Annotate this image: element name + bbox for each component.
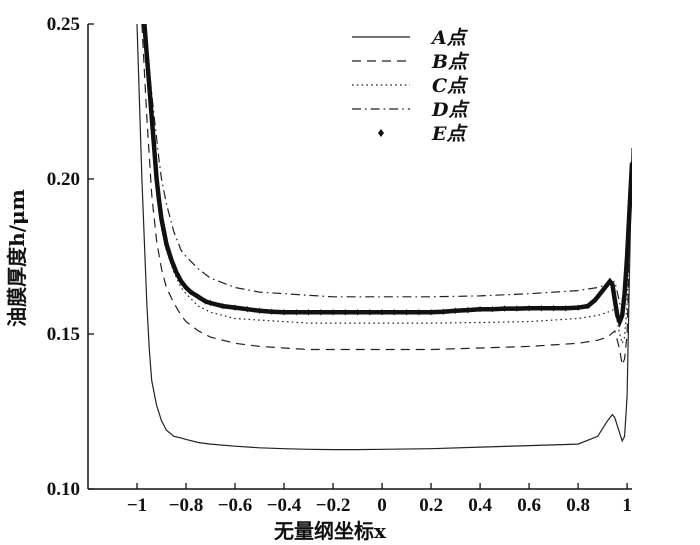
- series-e-point: [441, 308, 446, 315]
- series-e-point: [208, 299, 213, 307]
- series-e-point: [281, 309, 287, 316]
- series-e-line: [142, 24, 632, 328]
- series-e-point: [169, 256, 174, 263]
- series-e-point: [624, 253, 630, 260]
- series-e-point: [619, 312, 625, 319]
- series-e-point: [416, 309, 422, 316]
- y-tick-label: 0.10: [47, 479, 80, 500]
- x-tick-label: 0.2: [419, 495, 443, 516]
- series-e-point: [627, 206, 632, 214]
- x-tick-label: 0.6: [517, 495, 541, 516]
- series-e-point: [575, 304, 581, 311]
- series-e-point: [605, 281, 610, 288]
- series-e-point: [144, 51, 150, 59]
- series-e-point: [563, 305, 569, 312]
- series-e-point: [203, 298, 208, 305]
- y-axis-title: 油膜厚度h/μm: [5, 189, 29, 327]
- x-tick-label: −0.6: [218, 495, 253, 516]
- series-e-point: [196, 293, 201, 300]
- series-e-point: [178, 278, 184, 285]
- series-e-point: [149, 113, 154, 121]
- series-e-point: [465, 306, 471, 314]
- series-e-point: [392, 309, 397, 316]
- series-e-point: [502, 305, 507, 312]
- legend-label: A点: [430, 27, 469, 49]
- series-e-point: [161, 228, 167, 235]
- series-d-line: [143, 24, 632, 315]
- series-e-point: [330, 309, 336, 316]
- x-tick-label: −0.2: [316, 495, 351, 516]
- series-a-line: [136, 24, 632, 451]
- y-tick-label: 0.20: [47, 169, 80, 190]
- series-e-point: [318, 309, 323, 316]
- series-e-point: [629, 160, 632, 167]
- series-e-point: [600, 287, 605, 294]
- x-tick-label: 0: [377, 495, 387, 516]
- legend-label: D点: [431, 99, 470, 121]
- series-e-point: [490, 306, 495, 313]
- series-c-line: [143, 24, 632, 346]
- series-e-point: [607, 278, 613, 285]
- series-e-point: [174, 268, 179, 276]
- series-e-point: [379, 309, 385, 316]
- y-tick-label: 0.25: [47, 14, 80, 35]
- legend-marker-e: [378, 129, 384, 137]
- series-e-point: [551, 305, 556, 312]
- series-e-point: [220, 302, 225, 310]
- series-e-point: [183, 284, 189, 291]
- series-e-point: [615, 312, 620, 319]
- series-e-point: [514, 305, 520, 312]
- series-e-point: [164, 240, 169, 248]
- series-e-point: [593, 296, 598, 304]
- x-tick-label: −1: [127, 495, 147, 516]
- series-layer: [136, 24, 632, 451]
- series-e-point: [617, 318, 622, 325]
- x-tick-label: 0.4: [468, 495, 492, 516]
- series-e-point: [477, 306, 483, 313]
- x-tick-label: 0.8: [566, 495, 590, 516]
- x-tick-label: −0.4: [267, 495, 302, 516]
- x-tick-label: −0.8: [169, 495, 204, 516]
- series-e-point: [343, 309, 348, 316]
- series-e-point: [156, 197, 162, 204]
- series-e-point: [355, 309, 360, 316]
- series-e-point: [539, 305, 544, 312]
- legend-label: C点: [432, 75, 469, 97]
- x-axis-title: 无量纲坐标x: [274, 519, 387, 543]
- series-e-point: [257, 307, 262, 314]
- series-e-point: [306, 309, 311, 316]
- series-e-point: [612, 296, 618, 304]
- series-e-point: [453, 307, 458, 314]
- series-e-point: [367, 309, 373, 316]
- series-e-point: [245, 306, 250, 313]
- series-e-point: [622, 290, 627, 297]
- series-e-point: [404, 309, 409, 316]
- legend-label: E点: [431, 123, 468, 145]
- y-tick-label: 0.15: [47, 324, 80, 345]
- series-e-point: [159, 216, 164, 223]
- series-e-point: [142, 24, 147, 28]
- series-e-point: [428, 309, 434, 316]
- series-e-point: [610, 281, 615, 288]
- series-e-point: [188, 288, 194, 296]
- series-e-point: [269, 308, 274, 315]
- series-e-point: [154, 175, 159, 183]
- series-e-point: [585, 302, 591, 310]
- series-e-point: [526, 305, 532, 312]
- axes-layer: 0.10 0.15 0.20 0.25 −1 −0.8 −0.6 −0.4 −0.2 0 0.2 0.…: [47, 14, 632, 516]
- series-e-point: [232, 304, 238, 311]
- series-e-point: [294, 309, 299, 316]
- x-tick-label: 1: [622, 495, 632, 516]
- series-e-point: [151, 144, 157, 152]
- legend-label: B点: [431, 51, 470, 73]
- series-b-line: [141, 24, 632, 368]
- series-e-point: [147, 82, 152, 90]
